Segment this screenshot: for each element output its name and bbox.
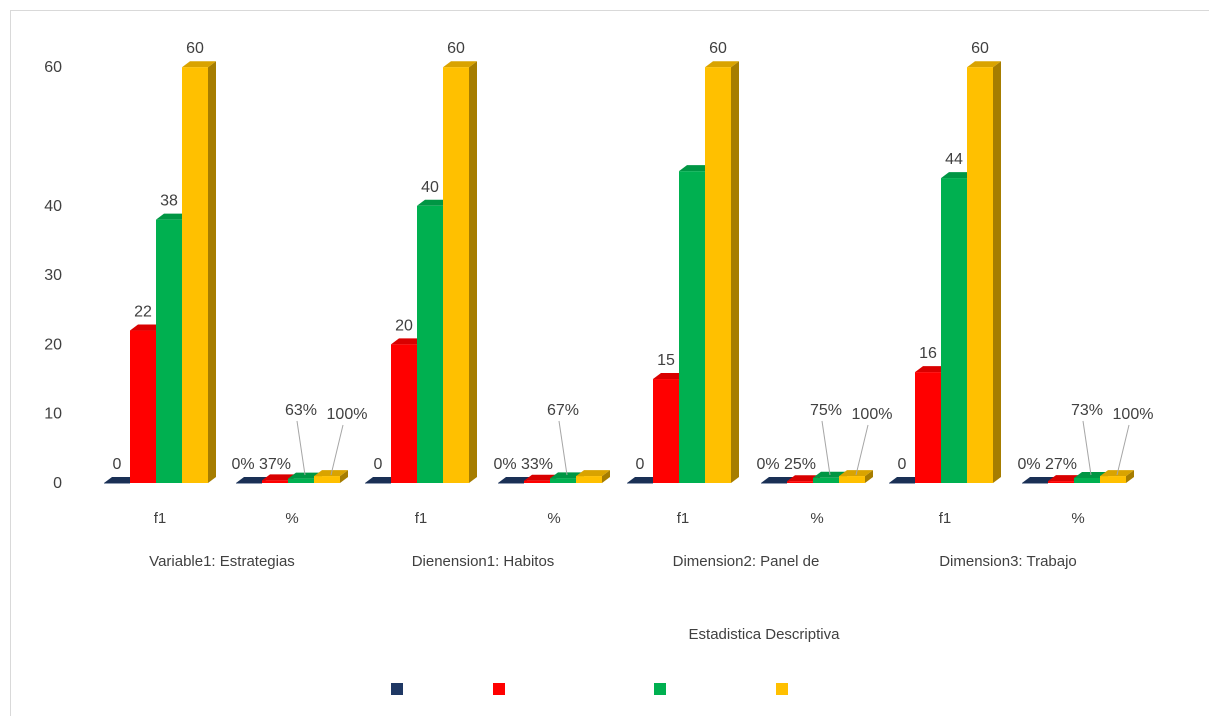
data-label: 67%	[547, 402, 579, 419]
leader-line	[296, 420, 306, 476]
bar	[314, 470, 348, 483]
y-tick-label: 40	[44, 198, 62, 215]
data-label: 0	[374, 456, 383, 473]
bar	[365, 477, 399, 484]
data-label: 0%	[756, 456, 779, 473]
x-tick-label: f1	[939, 510, 952, 527]
x-tick-label: f1	[677, 510, 690, 527]
bar	[182, 61, 216, 483]
data-label: 22	[134, 304, 152, 321]
bar	[967, 61, 1001, 483]
bar	[761, 477, 795, 484]
leader-line	[821, 420, 831, 476]
bar-chart: 0 10 20 30 40 60 0 22 38 60 0% 37% 63% 100% 0 20 40 60 0%…	[44, 40, 1154, 695]
bar	[889, 477, 923, 484]
data-label: 20	[395, 317, 413, 334]
data-label: 100%	[1113, 406, 1154, 423]
data-label: 37%	[259, 456, 291, 473]
data-label: 60	[447, 40, 465, 57]
group-label: Variable1: Estrategias	[149, 553, 295, 570]
data-label: 75%	[810, 402, 842, 419]
data-label: 60	[709, 40, 727, 57]
legend-swatch	[493, 683, 505, 695]
data-label: 0%	[493, 456, 516, 473]
data-label: 33%	[521, 456, 553, 473]
data-label: 27%	[1045, 456, 1077, 473]
x-tick-label: %	[810, 510, 823, 527]
group-label: Dimension3: Trabajo	[939, 553, 1077, 570]
y-tick-label: 30	[44, 267, 62, 284]
bar	[1022, 477, 1056, 484]
bar	[236, 477, 270, 484]
leader-line	[1116, 424, 1130, 476]
x-tick-label: f1	[154, 510, 167, 527]
x-axis-title: Estadistica Descriptiva	[689, 626, 841, 643]
data-label: 0%	[231, 456, 254, 473]
y-tick-label: 60	[44, 59, 62, 76]
legend-swatch	[391, 683, 403, 695]
data-label: 25%	[784, 456, 816, 473]
x-tick-label: f1	[415, 510, 428, 527]
data-label: 100%	[327, 406, 368, 423]
leader-line	[855, 424, 869, 476]
data-label: 0%	[1017, 456, 1040, 473]
data-label: 73%	[1071, 402, 1103, 419]
legend-swatch	[776, 683, 788, 695]
x-tick-label: %	[547, 510, 560, 527]
leader-line	[330, 424, 344, 476]
bar	[443, 61, 477, 483]
leader-line	[558, 420, 568, 476]
data-label: 40	[421, 179, 439, 196]
chart-area: 0 10 20 30 40 60 0 22 38 60 0% 37% 63% 100% 0 20 40 60 0%…	[10, 10, 1209, 716]
data-label: 100%	[852, 406, 893, 423]
legend-swatch	[654, 683, 666, 695]
x-tick-label: %	[285, 510, 298, 527]
data-label: 63%	[285, 402, 317, 419]
y-tick-label: 20	[44, 336, 62, 353]
y-tick-label: 0	[53, 475, 62, 492]
bar	[104, 477, 138, 484]
x-tick-label: %	[1071, 510, 1084, 527]
group-label: Dienension1: Habitos	[412, 553, 555, 570]
data-label: 16	[919, 345, 937, 362]
data-label: 15	[657, 352, 675, 369]
data-label: 0	[636, 456, 645, 473]
bar	[627, 477, 661, 484]
y-tick-label: 10	[44, 406, 62, 423]
bar	[498, 477, 532, 484]
bar	[705, 61, 739, 483]
data-label: 60	[186, 40, 204, 57]
data-label: 60	[971, 40, 989, 57]
data-label: 0	[113, 456, 122, 473]
bar	[576, 470, 610, 483]
data-label: 38	[160, 193, 178, 210]
group-label: Dimension2: Panel de	[673, 553, 820, 570]
data-label: 44	[945, 151, 963, 168]
leader-line	[1082, 420, 1092, 476]
data-label: 0	[898, 456, 907, 473]
